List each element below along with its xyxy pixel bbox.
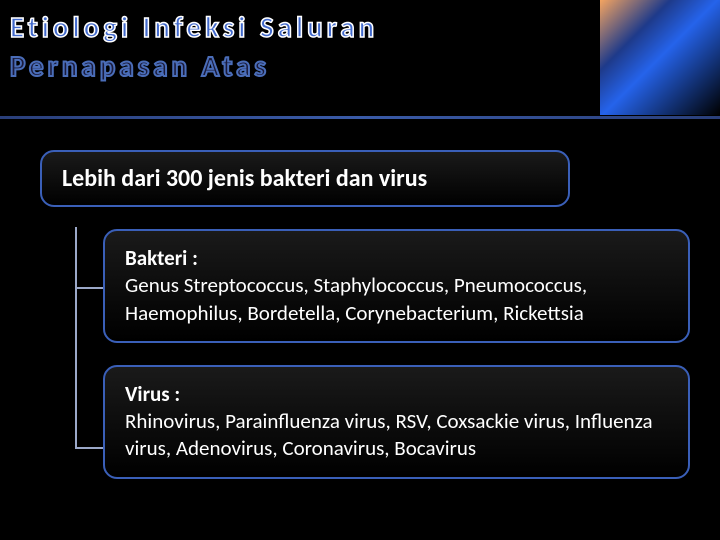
child-label-2: Virus : bbox=[125, 381, 180, 407]
child-body-1: Genus Streptococcus, Staphylococcus, Pne… bbox=[125, 272, 587, 325]
child-container: Bakteri : Genus Streptococcus, Staphyloc… bbox=[70, 229, 690, 479]
title-line-1: Etiologi Infeksi Saluran bbox=[10, 8, 590, 47]
slide-title: Etiologi Infeksi Saluran Pernapasan Atas bbox=[10, 8, 590, 86]
header-decorative-image bbox=[600, 0, 720, 115]
connector-vertical bbox=[75, 227, 77, 447]
child-body-2: Rhinovirus, Parainfluenza virus, RSV, Co… bbox=[125, 408, 653, 461]
header-divider bbox=[0, 116, 720, 119]
child-node-virus: Virus : Rhinovirus, Parainfluenza virus,… bbox=[103, 365, 690, 479]
slide-header: Etiologi Infeksi Saluran Pernapasan Atas bbox=[0, 0, 720, 120]
connector-horizontal-2 bbox=[75, 447, 103, 449]
child-node-bakteri: Bakteri : Genus Streptococcus, Staphyloc… bbox=[103, 229, 690, 343]
content-area: Lebih dari 300 jenis bakteri dan virus B… bbox=[30, 150, 690, 479]
child-label-1: Bakteri : bbox=[125, 245, 198, 271]
parent-text: Lebih dari 300 jenis bakteri dan virus bbox=[62, 164, 427, 193]
connector-horizontal-1 bbox=[75, 287, 103, 289]
title-line-2: Pernapasan Atas bbox=[10, 47, 590, 86]
parent-node: Lebih dari 300 jenis bakteri dan virus bbox=[40, 150, 570, 207]
